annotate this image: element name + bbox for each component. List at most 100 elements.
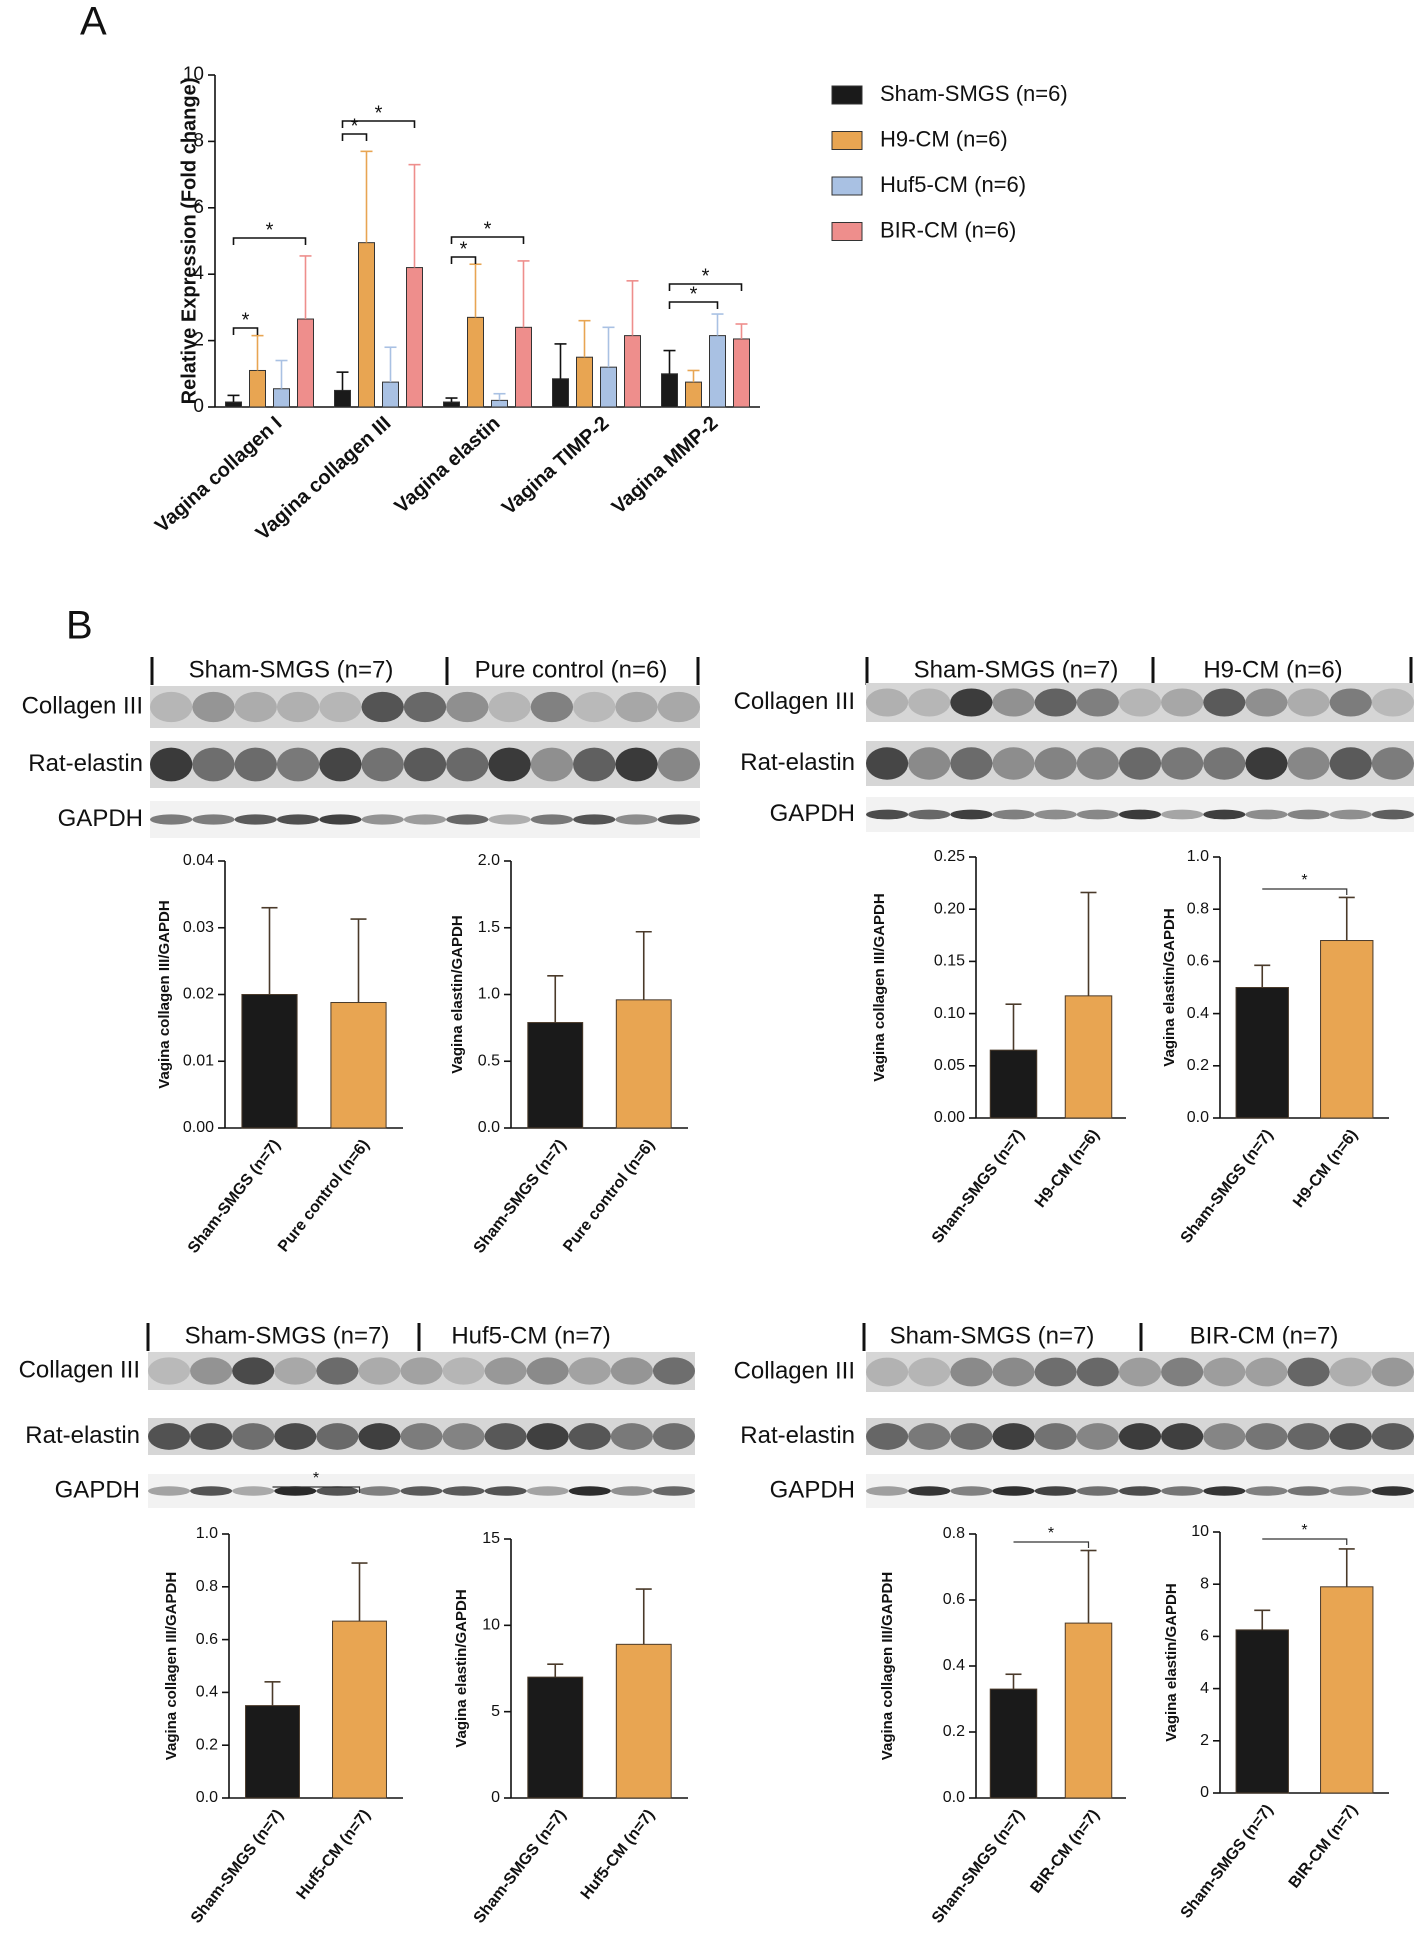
blot-band <box>446 691 489 723</box>
blot-band <box>908 688 951 717</box>
blot-band <box>950 1357 993 1387</box>
error-bar <box>635 930 652 1000</box>
bar <box>1235 1629 1289 1794</box>
blot-group-label: Sham-SMGS (n=7) <box>890 1322 1095 1349</box>
y-axis-title: Vagina collagen III/GAPDH <box>879 1572 896 1760</box>
blot-band <box>950 747 993 780</box>
blot-band <box>1329 688 1372 717</box>
y-tick-label: 10 <box>183 64 204 85</box>
blot-band <box>568 1357 611 1385</box>
significance-bracket <box>1262 1538 1348 1545</box>
y-tick-label: 0.6 <box>196 1631 218 1648</box>
blot-band <box>403 691 447 723</box>
y-tick-label: 4 <box>193 263 204 284</box>
bar <box>382 381 399 408</box>
blot-band <box>908 1357 951 1387</box>
error-bar <box>735 323 748 339</box>
blot-band <box>446 747 489 782</box>
x-tick-label: Sham-SMGS (n=7) <box>1178 1127 1277 1247</box>
blot-row-label: Rat-elastin <box>740 749 855 776</box>
blot-band <box>234 814 277 825</box>
y-tick-label: 6 <box>1200 1628 1209 1645</box>
blot-band <box>615 814 658 825</box>
y-axis-title: Relative Expression (Fold change) <box>178 78 200 405</box>
blot-band <box>1203 1357 1246 1387</box>
y-axis-title: Vagina collagen III/GAPDH <box>156 900 173 1088</box>
error-bar <box>251 334 264 371</box>
blot-band <box>276 691 320 723</box>
bar <box>225 401 242 408</box>
bar <box>249 369 266 408</box>
error-bar <box>1254 964 1271 988</box>
blot-band <box>1076 688 1119 717</box>
blot-band <box>1118 1486 1162 1496</box>
blot-band <box>568 1486 611 1496</box>
blot-band <box>657 814 700 825</box>
y-tick-label: 0.2 <box>196 1736 218 1753</box>
bar <box>1064 995 1113 1119</box>
blot-band <box>484 1486 527 1496</box>
blot-band <box>573 691 616 723</box>
blot-band <box>992 1423 1035 1450</box>
error-bar <box>336 371 349 391</box>
bar <box>615 1643 672 1799</box>
blot-band <box>526 1357 569 1385</box>
blot-band <box>1287 747 1330 780</box>
y-axis-title: Vagina collagen III/GAPDH <box>163 1572 180 1760</box>
significance-mark: * <box>690 283 698 305</box>
bar <box>443 401 460 408</box>
y-tick-label: 0.20 <box>934 900 965 917</box>
y-tick-label: 0.01 <box>183 1052 214 1069</box>
x-tick-label: Huf5-CM (n=7) <box>578 1807 658 1903</box>
blot-band <box>1118 688 1162 717</box>
significance-bracket <box>450 236 525 244</box>
significance-mark: * <box>266 219 274 241</box>
blot-group-label: Sham-SMGS (n=7) <box>189 656 394 683</box>
blot-band <box>1076 1357 1119 1387</box>
blot-band <box>442 1486 485 1496</box>
y-tick-label: 0 <box>491 1789 500 1806</box>
bar <box>273 388 290 408</box>
bar <box>527 1676 584 1799</box>
error-bar <box>554 343 567 379</box>
y-tick-label: 0.0 <box>196 1789 218 1806</box>
bar <box>624 335 641 408</box>
bar <box>989 1688 1038 1799</box>
error-bar <box>275 359 288 389</box>
bar <box>245 1705 300 1799</box>
blot-band <box>1161 688 1204 717</box>
blot-band <box>276 747 320 782</box>
y-tick-label: 6 <box>193 197 204 218</box>
bar <box>330 1002 387 1129</box>
blot-band <box>657 747 700 782</box>
blot-band <box>192 747 235 782</box>
y-axis-title: Vagina collagen III/GAPDH <box>871 893 888 1081</box>
x-tick-label: Sham-SMGS (n=7) <box>471 1137 570 1257</box>
blot-band <box>1203 747 1246 780</box>
significance-mark: * <box>1048 1525 1054 1542</box>
x-tick-label: Sham-SMGS (n=7) <box>185 1137 284 1257</box>
x-tick-label: Sham-SMGS (n=7) <box>188 1807 287 1927</box>
blot-band <box>610 1486 653 1496</box>
y-tick-label: 0.8 <box>1187 900 1209 917</box>
blot-band <box>1203 809 1246 820</box>
y-tick-label: 0.25 <box>934 848 965 865</box>
legend-swatch <box>831 85 863 105</box>
blot-band <box>866 1486 909 1496</box>
blot-band <box>1245 747 1288 780</box>
y-tick-label: 0.2 <box>943 1723 965 1740</box>
bar <box>685 381 702 408</box>
y-tick-label: 0.4 <box>196 1684 218 1701</box>
blot-band <box>573 814 616 825</box>
blot-row-label: GAPDH <box>55 1476 140 1503</box>
blot-band <box>573 747 616 782</box>
blot-band <box>1371 688 1414 717</box>
significance-bracket <box>232 237 307 245</box>
error-bar <box>626 280 639 336</box>
bar <box>1320 1586 1374 1794</box>
blot-band <box>908 1423 951 1450</box>
significance-bracket <box>272 1486 361 1493</box>
error-bar <box>711 313 724 336</box>
blot-band <box>190 1357 233 1385</box>
